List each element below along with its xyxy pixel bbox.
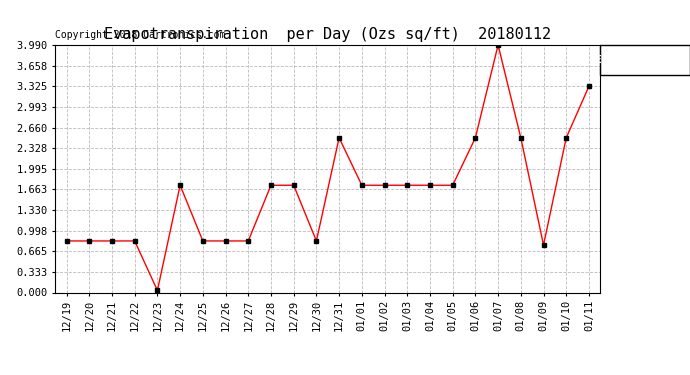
Text: ET  (0z/sq  ft): ET (0z/sq ft) bbox=[595, 55, 690, 65]
Title: Evapotranspiration  per Day (Ozs sq/ft)  20180112: Evapotranspiration per Day (Ozs sq/ft) 2… bbox=[104, 27, 551, 42]
Text: Copyright 2018 Cartronics.com: Copyright 2018 Cartronics.com bbox=[55, 30, 226, 40]
